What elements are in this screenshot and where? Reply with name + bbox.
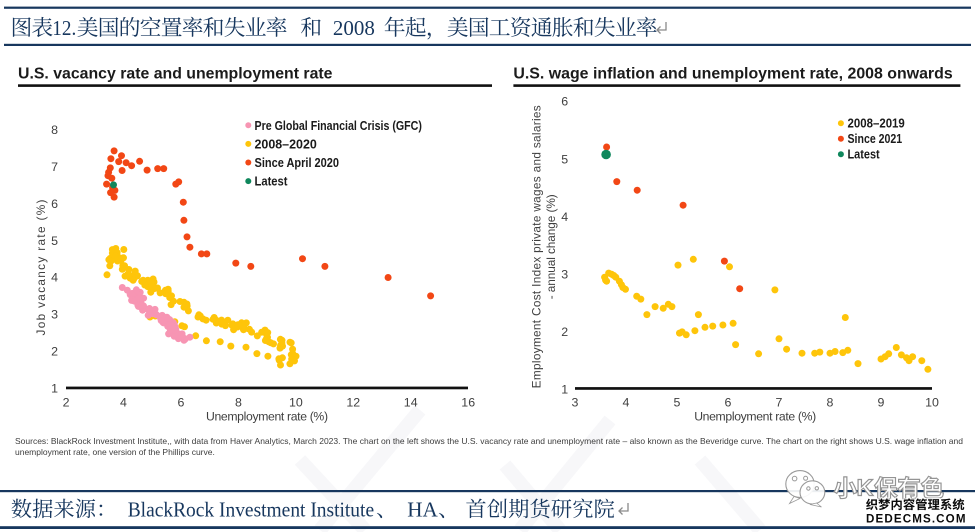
svg-text:3: 3	[572, 396, 579, 410]
svg-text:4: 4	[120, 396, 127, 410]
svg-text:12.: 12.	[52, 16, 76, 40]
svg-text:5: 5	[674, 396, 681, 410]
svg-text:Latest: Latest	[255, 174, 289, 189]
svg-text:6: 6	[178, 396, 185, 410]
svg-text:6: 6	[725, 396, 732, 410]
svg-text:2: 2	[51, 345, 58, 359]
svg-text:14: 14	[404, 396, 418, 410]
svg-text:4: 4	[561, 210, 568, 224]
svg-text:8: 8	[51, 123, 58, 137]
svg-text:K: K	[857, 475, 874, 501]
svg-text:2008–2019: 2008–2019	[848, 117, 905, 131]
svg-text:2008: 2008	[333, 16, 375, 40]
svg-text:U.S. wage inflation and unempl: U.S. wage inflation and unemployment rat…	[513, 66, 952, 83]
svg-text:1: 1	[51, 381, 58, 395]
svg-text:Since April 2020: Since April 2020	[255, 155, 340, 170]
svg-text:DEDECMS.COM: DEDECMS.COM	[866, 512, 966, 525]
svg-text:10: 10	[289, 396, 303, 410]
svg-text:6: 6	[51, 197, 58, 211]
svg-text:9: 9	[878, 396, 885, 410]
svg-text:3: 3	[51, 308, 58, 322]
svg-text:Pre Global Financial Crisis (G: Pre Global Financial Crisis (GFC)	[255, 118, 422, 133]
svg-text:3: 3	[561, 268, 568, 282]
svg-text:unemployment rate, one version: unemployment rate, one version of the Ph…	[15, 447, 215, 457]
svg-text:Latest: Latest	[848, 148, 881, 162]
svg-text:7: 7	[776, 396, 783, 410]
svg-text:2008–2020: 2008–2020	[255, 137, 317, 152]
svg-text:U.S. vacancy rate and unemploy: U.S. vacancy rate and unemployment rate	[18, 66, 333, 83]
svg-text:8: 8	[827, 396, 834, 410]
svg-text:4: 4	[51, 271, 58, 285]
svg-text:- annual change (%): - annual change (%)	[544, 194, 558, 299]
svg-text:2: 2	[63, 396, 70, 410]
svg-text:5: 5	[51, 234, 58, 248]
svg-text:2: 2	[561, 325, 568, 339]
svg-text:Unemployment rate (%): Unemployment rate (%)	[694, 409, 816, 423]
svg-text:Employment Cost Index private: Employment Cost Index private wages and …	[530, 105, 544, 388]
svg-text:Job vacancy rate (%): Job vacancy rate (%)	[34, 199, 48, 335]
svg-text:HA: HA	[407, 498, 438, 522]
svg-text:4: 4	[623, 396, 630, 410]
svg-text:BlackRock Investment Institute: BlackRock Investment Institute	[128, 498, 374, 522]
svg-text:6: 6	[561, 95, 568, 109]
svg-text:Sources: BlackRock Investment: Sources: BlackRock Investment Institute,…	[15, 436, 963, 446]
svg-text:5: 5	[561, 152, 568, 166]
svg-text:7: 7	[51, 160, 58, 174]
svg-text:Since 2021: Since 2021	[848, 132, 903, 146]
svg-text:Unemployment rate (%): Unemployment rate (%)	[206, 409, 328, 423]
svg-text:12: 12	[346, 396, 360, 410]
svg-text:8: 8	[235, 396, 242, 410]
svg-text:16: 16	[461, 396, 475, 410]
svg-text:10: 10	[925, 396, 939, 410]
svg-text:1: 1	[561, 383, 568, 397]
